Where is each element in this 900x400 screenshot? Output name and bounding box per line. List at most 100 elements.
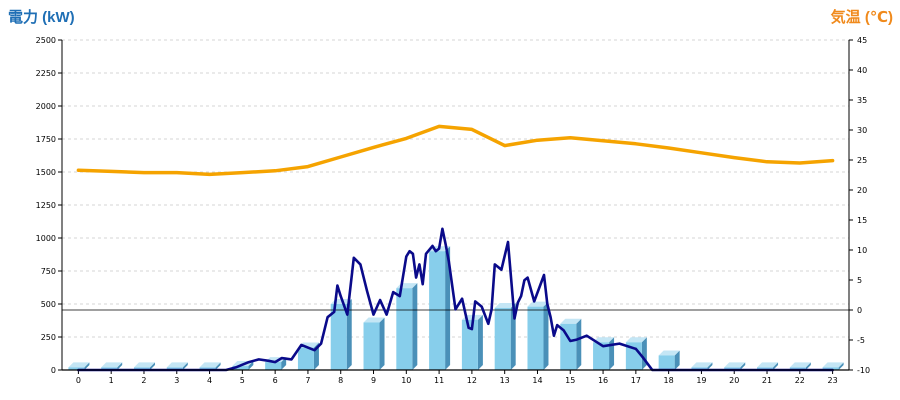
series-lines bbox=[62, 124, 849, 372]
x-tick-label: 14 bbox=[532, 376, 542, 385]
power-bar bbox=[429, 246, 451, 370]
right-tick-label: 40 bbox=[857, 66, 867, 75]
power-bar-front bbox=[232, 366, 249, 370]
x-tick-label: 4 bbox=[207, 376, 212, 385]
axes bbox=[61, 40, 850, 371]
power-bar-side bbox=[445, 246, 451, 370]
power-bar bbox=[297, 342, 319, 370]
power-line bbox=[77, 227, 834, 372]
power-bar-side bbox=[117, 362, 123, 370]
power-bar-side bbox=[84, 362, 90, 370]
power-bar bbox=[494, 302, 516, 370]
power-bar-side bbox=[773, 362, 779, 370]
left-tick-label: 2000 bbox=[36, 102, 56, 111]
power-bar-side bbox=[805, 362, 811, 370]
power-bar-front bbox=[429, 251, 446, 370]
right-tick-label: -5 bbox=[857, 336, 865, 345]
power-bar bbox=[658, 350, 680, 370]
x-tick-label: 22 bbox=[795, 376, 805, 385]
power-bar-front bbox=[691, 367, 708, 370]
x-tick-label: 20 bbox=[729, 376, 739, 385]
power-bar-front bbox=[199, 367, 216, 370]
power-bar-side bbox=[248, 361, 254, 370]
power-bar-front bbox=[625, 342, 642, 370]
power-bar-front bbox=[724, 367, 741, 370]
power-bar-side bbox=[477, 314, 483, 370]
power-bar-side bbox=[182, 362, 188, 370]
grid-lines bbox=[62, 39, 849, 338]
x-tick-label: 10 bbox=[401, 376, 411, 385]
power-bar bbox=[560, 318, 582, 370]
x-tick-label: 3 bbox=[174, 376, 179, 385]
power-bar-front bbox=[396, 288, 413, 370]
power-bar-side bbox=[641, 337, 647, 370]
x-tick-label: 16 bbox=[598, 376, 608, 385]
power-bar-top bbox=[133, 362, 155, 368]
power-bar-front bbox=[265, 362, 282, 370]
power-bar bbox=[101, 362, 123, 370]
left-tick-label: 500 bbox=[41, 300, 56, 309]
right-axis-title: 気温 (℃) bbox=[831, 8, 893, 26]
power-bar-top bbox=[166, 362, 188, 368]
power-bar bbox=[789, 362, 811, 370]
power-bar bbox=[691, 362, 713, 370]
right-tick-label: 45 bbox=[857, 36, 867, 45]
power-bar bbox=[822, 362, 844, 370]
power-bar bbox=[133, 362, 155, 370]
power-bar-top bbox=[757, 362, 779, 368]
power-bar-front bbox=[494, 307, 511, 370]
right-tick-label: 10 bbox=[857, 246, 867, 255]
right-tick-label: 20 bbox=[857, 186, 867, 195]
power-bar-side bbox=[674, 350, 680, 370]
right-tick-label: 5 bbox=[857, 276, 862, 285]
power-bar-front bbox=[133, 367, 150, 370]
power-bar-top bbox=[658, 350, 680, 356]
power-bar-side bbox=[215, 362, 221, 370]
left-tick-label: 1500 bbox=[36, 168, 56, 177]
right-tick-label: 0 bbox=[857, 306, 862, 315]
x-tick-label: 19 bbox=[696, 376, 706, 385]
left-tick-label: 0 bbox=[51, 366, 56, 375]
power-bar-top bbox=[363, 317, 385, 323]
power-bar-front bbox=[757, 367, 774, 370]
left-tick-label: 2250 bbox=[36, 69, 56, 78]
x-tick-label: 1 bbox=[109, 376, 114, 385]
power-bar-front bbox=[101, 367, 118, 370]
left-axis-ticks: 0 250 500 750 1000 1250 1500 1750 2000 2250 2500 bbox=[36, 36, 62, 375]
left-tick-label: 2500 bbox=[36, 36, 56, 45]
power-bar-side bbox=[149, 362, 155, 370]
left-tick-label: 750 bbox=[41, 267, 56, 276]
left-tick-label: 1750 bbox=[36, 135, 56, 144]
left-tick-label: 1250 bbox=[36, 201, 56, 210]
x-tick-label: 12 bbox=[467, 376, 477, 385]
power-bar-front bbox=[461, 319, 478, 370]
x-tick-label: 17 bbox=[631, 376, 641, 385]
power-bar-top bbox=[527, 301, 549, 307]
power-bar bbox=[68, 362, 90, 370]
right-tick-label: 25 bbox=[857, 156, 867, 165]
right-tick-label: 30 bbox=[857, 126, 867, 135]
x-tick-label: 18 bbox=[664, 376, 674, 385]
power-bar-side bbox=[707, 362, 713, 370]
left-tick-label: 1000 bbox=[36, 234, 56, 243]
power-bar-top bbox=[724, 362, 746, 368]
power-bar-front bbox=[68, 367, 85, 370]
right-tick-label: 35 bbox=[857, 96, 867, 105]
x-tick-label: 5 bbox=[240, 376, 245, 385]
x-tick-label: 11 bbox=[434, 376, 444, 385]
right-tick-label: -10 bbox=[857, 366, 870, 375]
left-tick-label: 250 bbox=[41, 333, 56, 342]
x-axis-ticks: 0 1 2 3 4 5 6 7 8 9 10 11 12 13 14 15 16 17 18 19 20 21 22 23 bbox=[76, 370, 838, 385]
right-axis-ticks: -10 -5 0 5 10 15 20 25 30 35 40 45 bbox=[849, 36, 870, 375]
power-bar-side bbox=[576, 318, 582, 370]
power-bar-top bbox=[199, 362, 221, 368]
right-tick-label: 15 bbox=[857, 216, 867, 225]
power-bar-top bbox=[560, 318, 582, 324]
x-tick-label: 21 bbox=[762, 376, 772, 385]
power-bar-side bbox=[838, 362, 844, 370]
power-bars bbox=[68, 246, 844, 370]
x-tick-label: 0 bbox=[76, 376, 81, 385]
x-tick-label: 15 bbox=[565, 376, 575, 385]
power-bar bbox=[166, 362, 188, 370]
x-tick-label: 9 bbox=[371, 376, 376, 385]
